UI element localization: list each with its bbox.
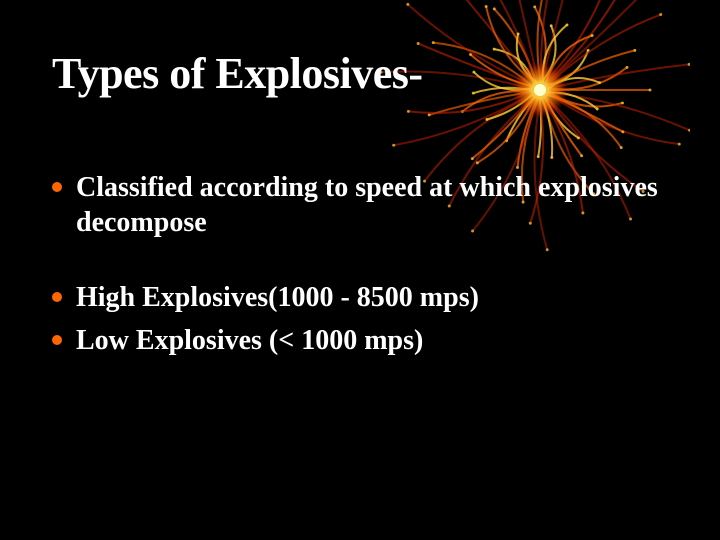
bullet-dot-icon <box>52 182 62 192</box>
bullet-dot-icon <box>52 292 62 302</box>
slide-title: Types of Explosives- <box>52 48 423 99</box>
bullet-text: Low Explosives (< 1000 mps) <box>76 323 423 358</box>
bullet-text: High Explosives(1000 - 8500 mps) <box>76 280 479 315</box>
bullet-text: Classified according to speed at which e… <box>76 170 680 240</box>
bullet-item: Low Explosives (< 1000 mps) <box>52 323 680 358</box>
bullet-dot-icon <box>52 335 62 345</box>
bullet-list: Classified according to speed at which e… <box>52 170 680 366</box>
bullet-item: High Explosives(1000 - 8500 mps) <box>52 280 680 315</box>
bullet-item: Classified according to speed at which e… <box>52 170 680 240</box>
